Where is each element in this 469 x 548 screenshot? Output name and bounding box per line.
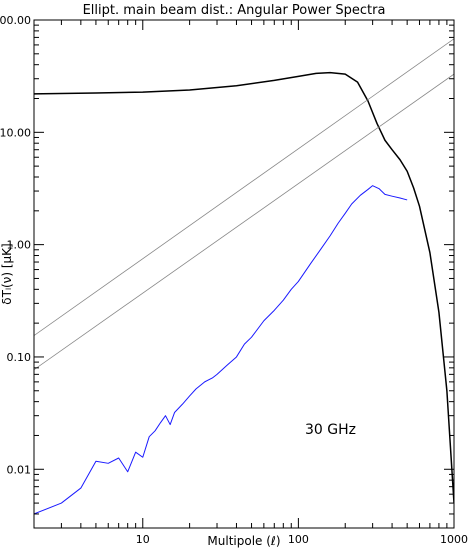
series-line-2 (34, 38, 454, 336)
frequency-annotation: 30 GHz (305, 422, 356, 438)
x-tick-label: 1000 (440, 533, 468, 546)
plot-lines (34, 38, 454, 515)
x-tick-label: 100 (288, 533, 309, 546)
y-tick-label: 1.00 (7, 239, 32, 252)
axis-ticks: 10 100 1000 0.01 0.10 1.00 10.00 100.00 (0, 14, 468, 546)
y-tick-label: 100.00 (0, 14, 31, 27)
x-tick-label: 10 (136, 533, 150, 546)
plot-frame (33, 19, 455, 529)
series-line-1 (34, 71, 454, 504)
chart-title: Ellipt. main beam dist.: Angular Power S… (83, 3, 386, 18)
x-axis-label: Multipole (ℓ) (207, 534, 280, 548)
y-tick-label: 10.00 (0, 126, 31, 139)
y-tick-label: 0.10 (7, 351, 32, 364)
y-axis-label: δTₗ(ν) [μK] (0, 243, 14, 304)
series-line-3 (34, 73, 454, 371)
y-tick-label: 0.01 (7, 463, 32, 476)
series-line-4 (34, 185, 408, 515)
